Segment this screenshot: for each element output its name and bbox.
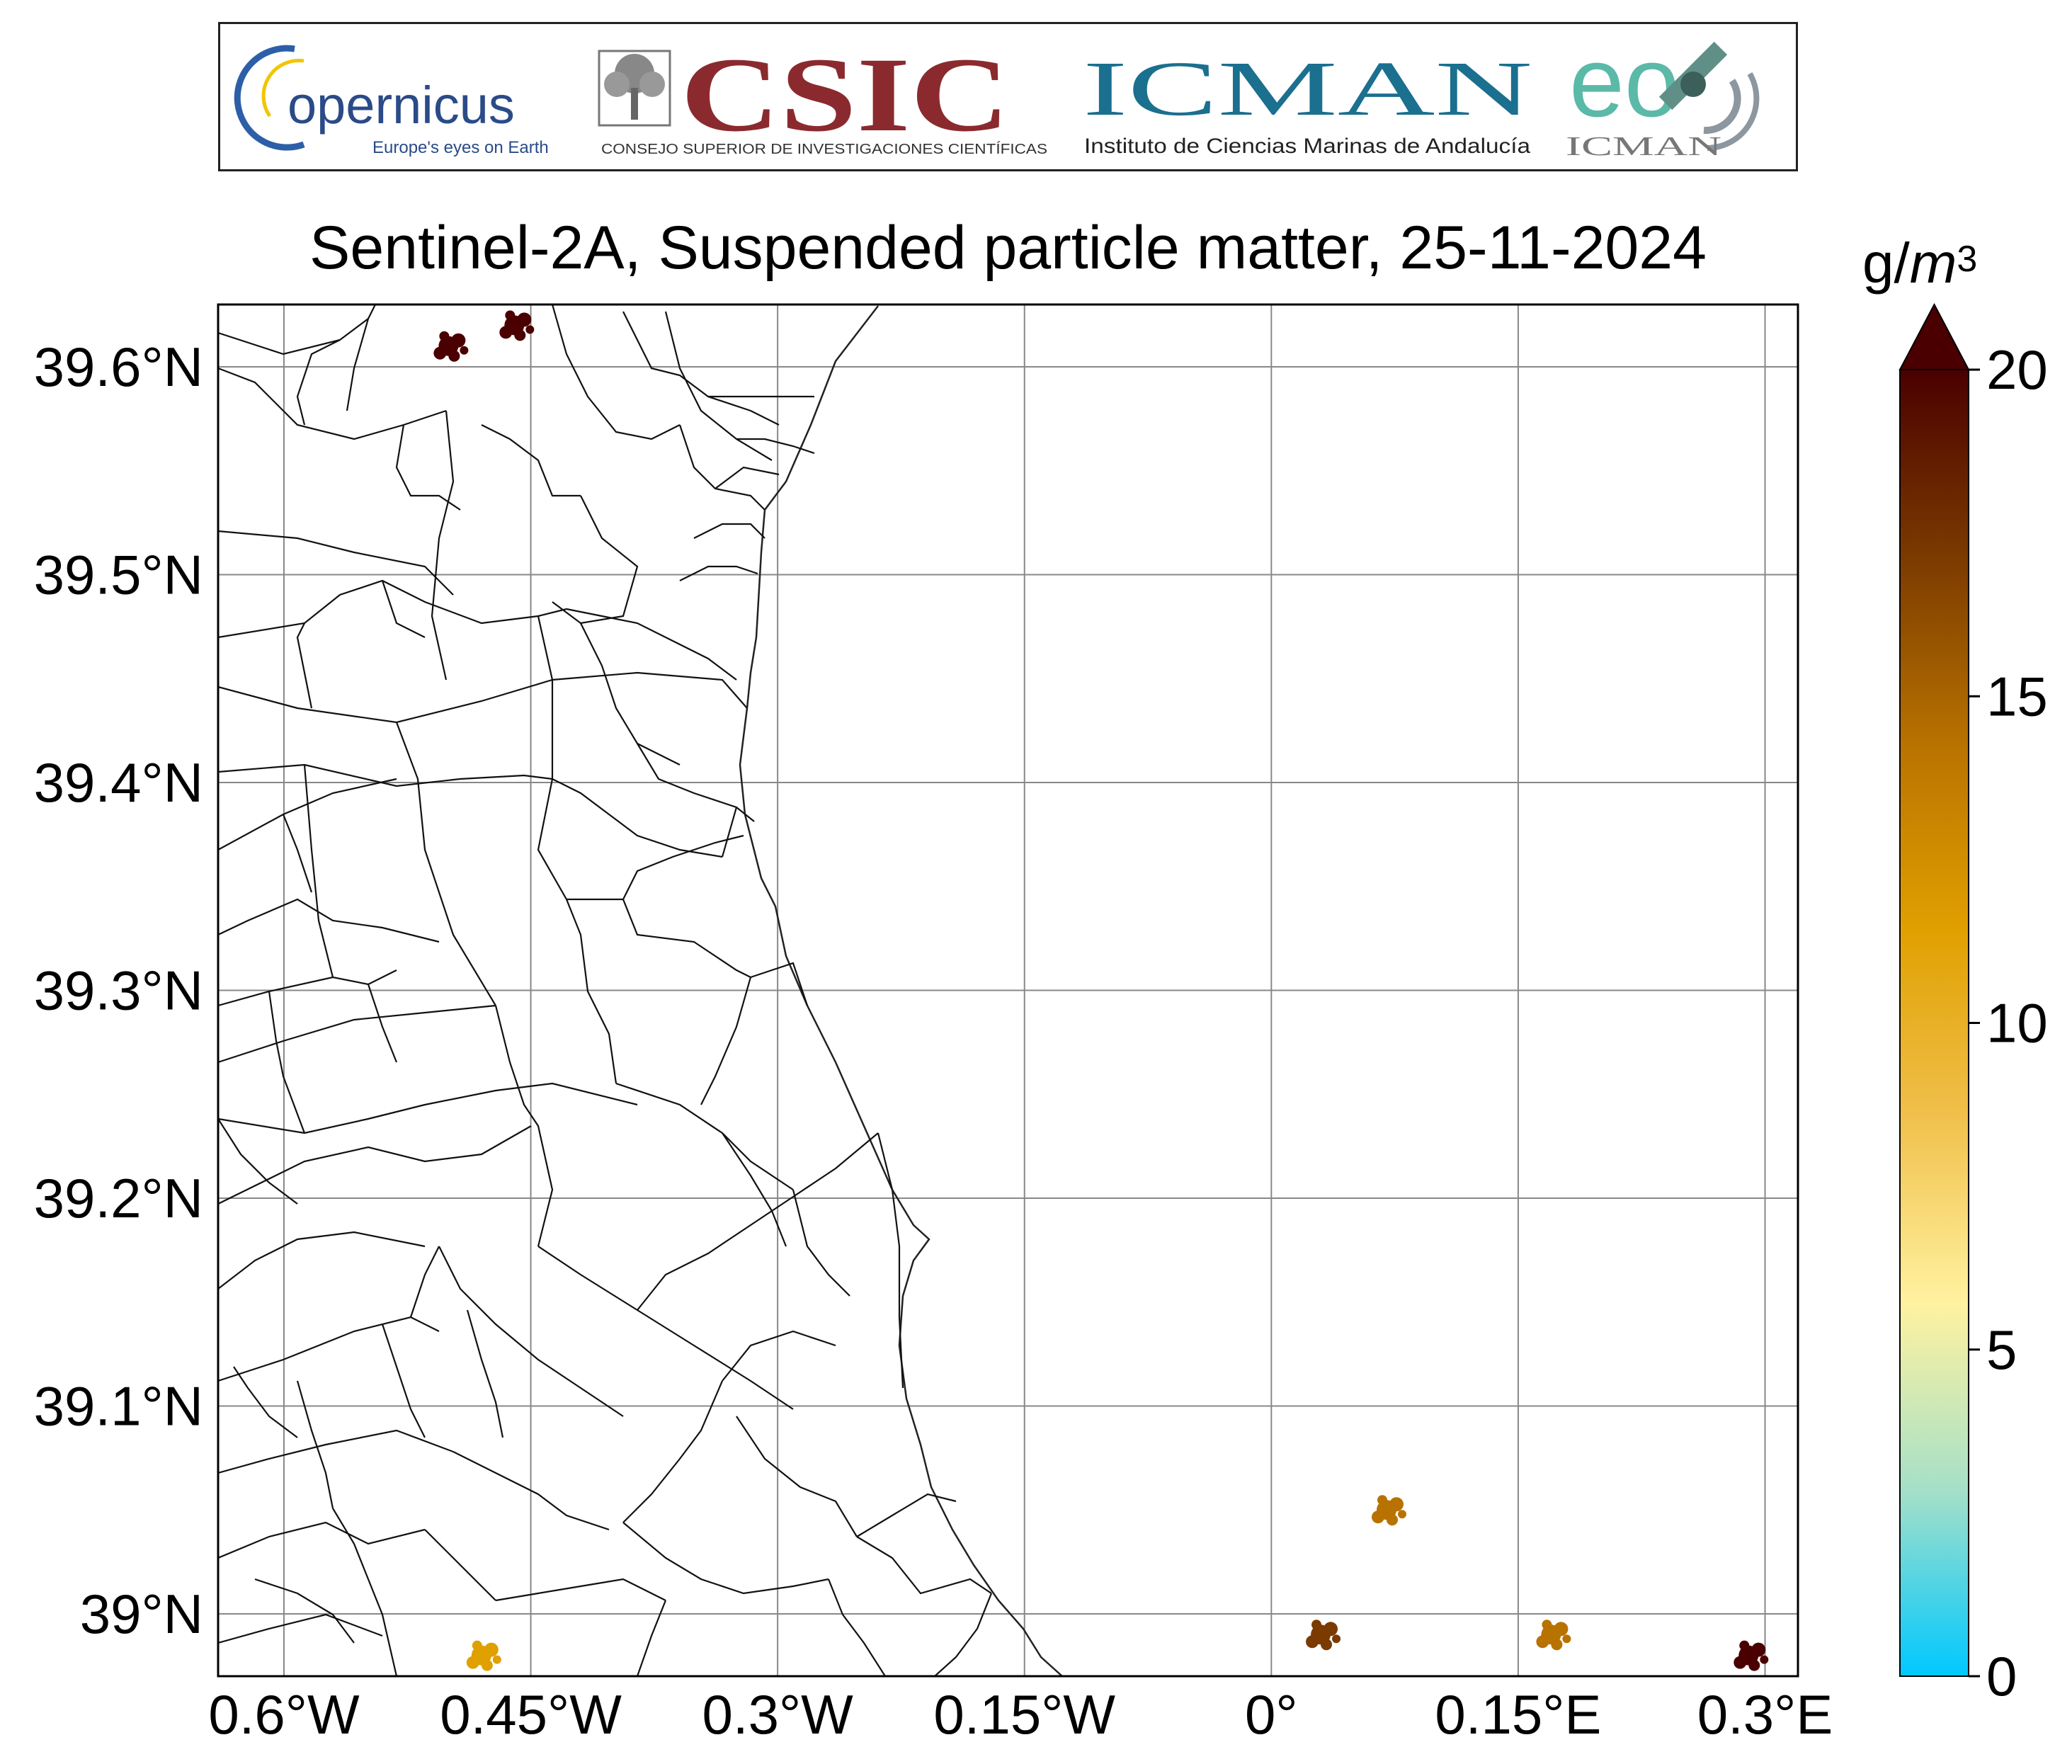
csic-name: CSIC [681,36,1010,154]
spm-patch [1734,1640,1769,1671]
csic-subtitle: CONSEJO SUPERIOR DE INVESTIGACIONES CIEN… [601,141,1047,157]
coastline [739,305,1063,1676]
colorbar: 0 5 10 15 20 [1899,302,2048,1707]
lat-tick-label: 39°N [80,1583,203,1645]
colorbar-tick-label: 20 [1986,338,2048,401]
lat-tick-label: 39.4°N [34,751,203,814]
lon-tick-label: 0° [1245,1683,1298,1746]
colorbar-ticks: 0 5 10 15 20 [1969,338,2048,1707]
colorbar-bar [1899,369,1969,1677]
map-title: Sentinel-2A, Suspended particle matter, … [309,214,1707,282]
logos-svg: opernicus Europe's eyes on Earth CSIC CO… [234,26,1760,161]
latitude-labels: 39.6°N 39.5°N 39.4°N 39.3°N 39.2°N 39.1°N 39°N [34,336,203,1645]
copernicus-logo: opernicus Europe's eyes on Earth [234,45,549,157]
gridlines [218,305,1798,1676]
colorbar-tick-label: 15 [1986,665,2048,727]
lon-tick-label: 0.3°E [1697,1683,1833,1746]
logo-banner: opernicus Europe's eyes on Earth CSIC CO… [218,22,1798,171]
spm-patch [1536,1620,1571,1651]
lat-tick-label: 39.5°N [34,544,203,606]
unit-exponent: 3 [1957,239,1978,280]
copernicus-star-arc-icon [261,59,304,118]
boundaries [218,305,1063,1676]
copernicus-name: opernicus [288,76,515,135]
colorbar-extend-arrow [1899,302,1970,370]
unit-variable: m [1909,232,1957,295]
unit-base: g/ [1862,232,1910,295]
spm-patch [1306,1620,1341,1651]
spm-patch [499,310,535,341]
copernicus-arc-icon [234,45,305,151]
lon-tick-label: 0.6°W [208,1683,360,1746]
eo-subtitle: ICMAN [1566,132,1721,161]
lon-tick-label: 0.45°W [440,1683,622,1746]
colorbar-tick-label: 0 [1986,1645,2017,1707]
spm-patch [1372,1495,1407,1526]
spm-patch [433,331,469,362]
colorbar-tick-label: 5 [1986,1319,2017,1381]
lat-tick-label: 39.3°N [34,960,203,1022]
icman-logo: ICMAN Instituto de Ciencias Marinas de A… [1083,45,1532,158]
csic-logo: CSIC CONSEJO SUPERIOR DE INVESTIGACIONES… [598,36,1047,157]
tree-emblem-icon [598,50,671,127]
icman-name: ICMAN [1083,45,1532,132]
spm-patches [433,310,1769,1671]
colorbar-unit-label: g/m3 [1862,228,1977,299]
copernicus-tagline: Europe's eyes on Earth [372,138,549,157]
map-frame [217,303,1799,1678]
lon-tick-label: 0.3°W [702,1683,854,1746]
eo-name: eo [1569,26,1680,137]
icman-subtitle: Instituto de Ciencias Marinas de Andaluc… [1084,135,1530,158]
lat-tick-label: 39.2°N [34,1167,203,1229]
lat-tick-label: 39.6°N [34,336,203,398]
spm-patch [466,1640,501,1671]
lat-tick-label: 39.1°N [34,1375,203,1437]
satellite-icon [1658,41,1760,151]
lon-tick-label: 0.15°E [1435,1683,1601,1746]
longitude-labels: 0.6°W 0.45°W 0.3°W 0.15°W 0° 0.15°E 0.3°E [208,1683,1833,1746]
eo-logo: eo ICMAN [1566,26,1760,161]
colorbar-tick-label: 10 [1986,992,2048,1054]
municipal-boundaries [218,305,993,1676]
lon-tick-label: 0.15°W [933,1683,1115,1746]
